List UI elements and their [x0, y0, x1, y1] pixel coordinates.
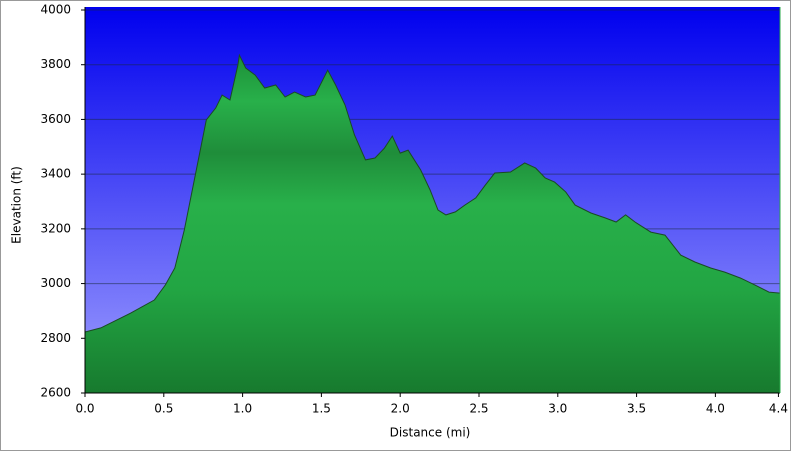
y-tick-label: 3600 — [40, 112, 71, 126]
x-axis-label: Distance (mi) — [390, 426, 471, 440]
x-tick-label: 4.0 — [706, 402, 725, 416]
x-tick-label: 0.0 — [75, 402, 94, 416]
x-tick-label: 1.5 — [312, 402, 331, 416]
y-tick-label: 3400 — [40, 167, 71, 181]
y-tick-label: 2800 — [40, 331, 71, 345]
x-tick-label: 3.5 — [627, 402, 646, 416]
y-tick-label: 4000 — [40, 3, 71, 17]
x-tick-label: 3.0 — [548, 402, 567, 416]
x-tick-label: 2.5 — [469, 402, 488, 416]
x-tick-label: 0.5 — [154, 402, 173, 416]
x-tick-label: 1.0 — [233, 402, 252, 416]
area-outline — [84, 53, 781, 333]
y-tick-label: 3000 — [40, 276, 71, 290]
y-axis-label: Elevation (ft) — [10, 166, 24, 244]
x-tick-label: 2.0 — [391, 402, 410, 416]
x-tick-label: 4.4 — [769, 402, 788, 416]
area-fill — [85, 55, 780, 393]
y-tick-label: 3800 — [40, 57, 71, 71]
y-tick-label: 3200 — [40, 221, 71, 235]
y-tick-label: 2600 — [40, 386, 71, 400]
